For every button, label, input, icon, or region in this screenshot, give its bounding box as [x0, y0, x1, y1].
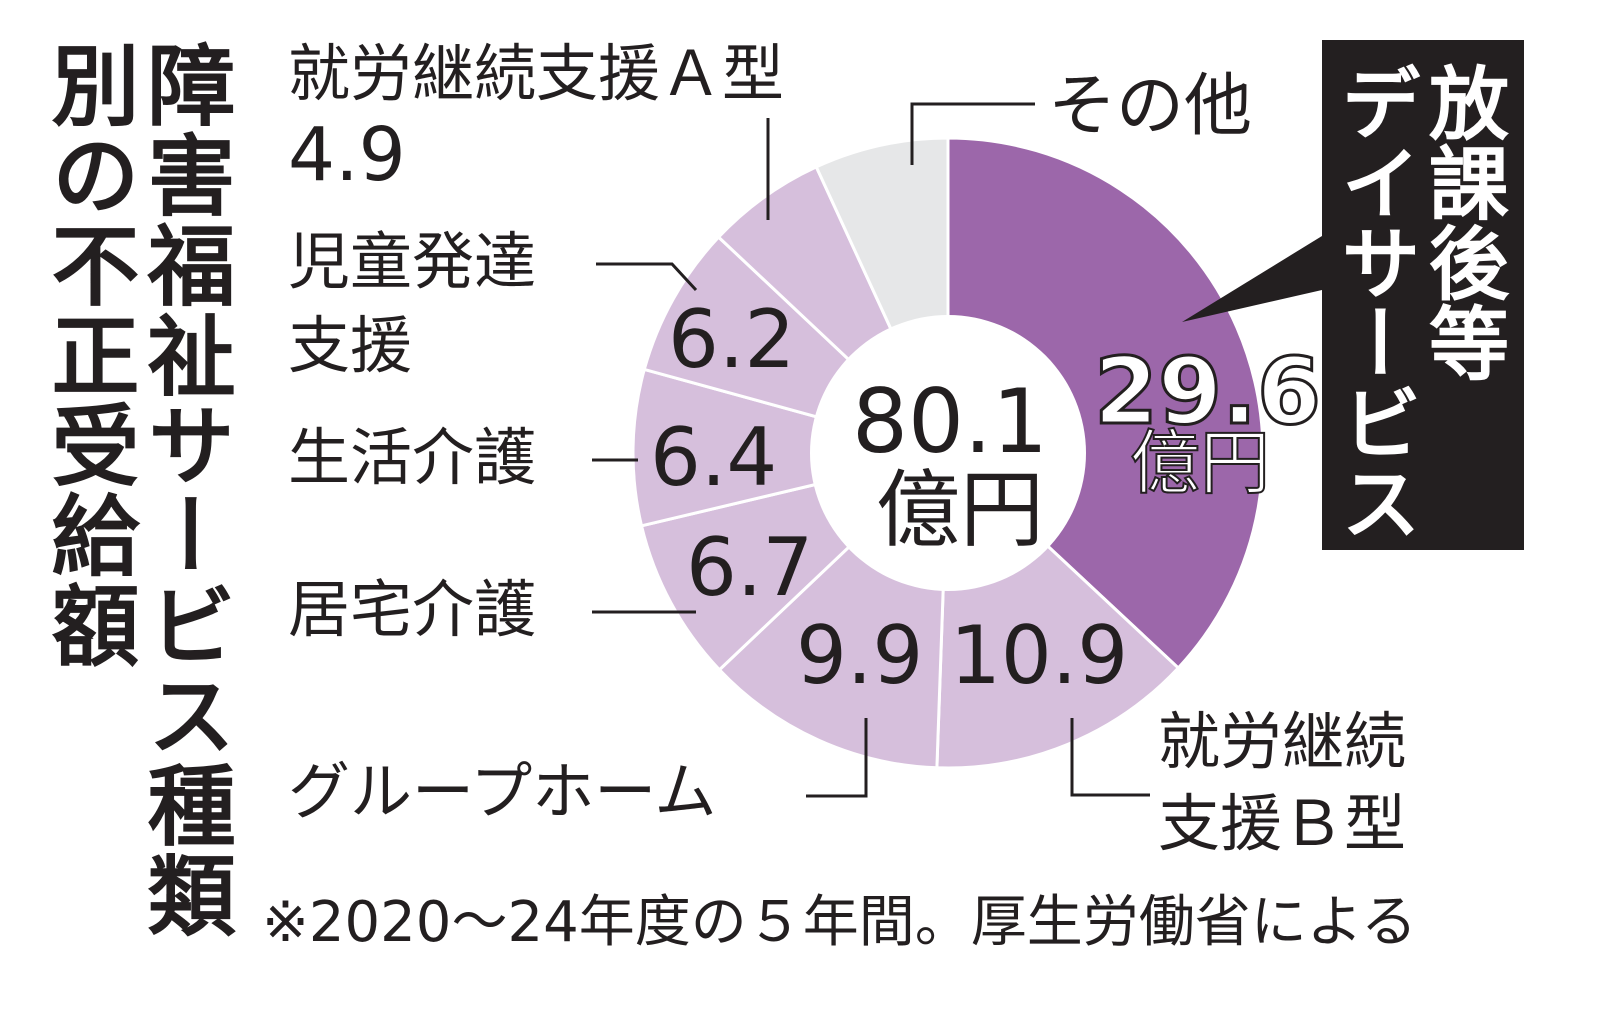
label-life-name: 生活介護: [288, 421, 537, 494]
label-child-name-line2: 支援: [288, 309, 413, 382]
leader-line-b-type: [1070, 718, 1150, 797]
donut-hole: [810, 315, 1086, 591]
chart-title-line1: 障害福祉サービス種類: [133, 40, 236, 940]
label-other-name: その他: [1048, 67, 1253, 146]
chart-title-line2: 別の不正受給額: [37, 40, 140, 670]
callout-box: 放課後等 デイサービス: [1322, 40, 1524, 550]
slice-1: [946, 136, 1265, 671]
highlight-unit: 億円: [1129, 422, 1271, 504]
label-group-value: 9.9: [796, 609, 924, 702]
leader-line-child: [596, 262, 698, 292]
label-b-type-value: 10.9: [950, 609, 1129, 702]
highlight-value: 29.6: [1093, 338, 1323, 445]
footnote: ※2020～24年度の５年間。厚生労働省による: [262, 890, 1418, 955]
label-group-name: グループホーム: [288, 755, 717, 828]
label-life-value: 6.4: [650, 411, 778, 504]
leader-line-other: [910, 102, 1035, 165]
label-a-type-value: 4.9: [288, 112, 406, 198]
label-home-value: 6.7: [686, 521, 814, 614]
center-total-unit: 億円: [876, 461, 1045, 559]
leader-lines: [592, 102, 1150, 798]
label-child-value: 6.2: [668, 293, 796, 386]
leader-line-group: [806, 718, 868, 798]
label-b-type-name-line2: 支援Ｂ型: [1158, 787, 1407, 860]
callout-pointer: [1182, 236, 1322, 322]
label-home-name: 居宅介護: [288, 573, 537, 646]
slice-5: [631, 367, 949, 528]
callout-label-col2: デイサービス: [1328, 62, 1421, 542]
label-b-type-name-line1: 就労継続: [1158, 705, 1407, 778]
label-child-name-line1: 児童発達: [288, 225, 537, 298]
center-total-value: 80.1: [852, 370, 1048, 473]
callout-label-col1: 放課後等: [1416, 62, 1509, 382]
label-a-type-name: 就労継続支援Ａ型: [288, 37, 785, 110]
